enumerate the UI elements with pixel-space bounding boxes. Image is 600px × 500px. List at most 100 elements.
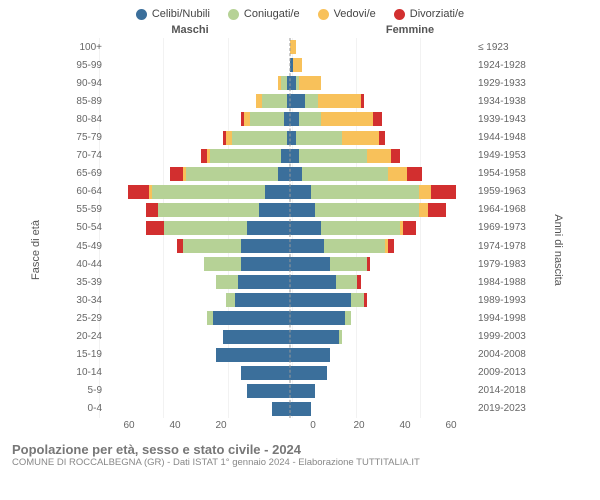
- bar-seg: [290, 167, 302, 181]
- age-row: 20-241999-2003: [64, 328, 536, 346]
- birth-label: ≤ 1923: [474, 42, 536, 53]
- female-bar: [290, 58, 474, 72]
- bar-seg: [290, 221, 321, 235]
- bar-seg: [336, 275, 357, 289]
- bar-pair: [106, 348, 474, 362]
- bar-pair: [106, 384, 474, 398]
- male-bar: [106, 275, 290, 289]
- chart-subtitle: COMUNE DI ROCCALBEGNA (GR) - Dati ISTAT …: [12, 457, 588, 468]
- male-bar: [106, 311, 290, 325]
- female-bar: [290, 348, 474, 362]
- bar-seg: [290, 384, 315, 398]
- bar-seg: [265, 185, 290, 199]
- age-row: 60-641959-1963: [64, 183, 536, 201]
- bar-seg: [290, 348, 330, 362]
- birth-label: 1944-1948: [474, 132, 536, 143]
- female-bar: [290, 330, 474, 344]
- bar-seg: [290, 185, 311, 199]
- bar-seg: [419, 203, 428, 217]
- bar-seg: [299, 149, 366, 163]
- male-bar: [106, 348, 290, 362]
- female-bar: [290, 40, 474, 54]
- bar-seg: [183, 239, 241, 253]
- bar-seg: [170, 167, 182, 181]
- bar-pair: [106, 76, 474, 90]
- age-label: 85-89: [64, 96, 106, 107]
- chart-title: Popolazione per età, sesso e stato civil…: [12, 442, 588, 457]
- bar-seg: [259, 203, 290, 217]
- bar-seg: [305, 94, 317, 108]
- birth-label: 1984-1988: [474, 277, 536, 288]
- bar-seg: [232, 131, 287, 145]
- x-axis: 604020 0204060: [64, 420, 536, 436]
- bar-seg: [247, 384, 290, 398]
- birth-label: 1974-1978: [474, 241, 536, 252]
- legend-label: Celibi/Nubili: [152, 8, 210, 20]
- bar-seg: [290, 239, 324, 253]
- age-row: 40-441979-1983: [64, 255, 536, 273]
- legend-label: Coniugati/e: [244, 8, 300, 20]
- bar-seg: [361, 94, 364, 108]
- female-bar: [290, 149, 474, 163]
- age-label: 90-94: [64, 78, 106, 89]
- age-row: 85-891934-1938: [64, 92, 536, 110]
- male-bar: [106, 293, 290, 307]
- legend-item: Vedovi/e: [318, 8, 376, 20]
- male-bar: [106, 167, 290, 181]
- birth-label: 1969-1973: [474, 222, 536, 233]
- bar-seg: [342, 131, 379, 145]
- age-label: 20-24: [64, 331, 106, 342]
- legend-label: Vedovi/e: [334, 8, 376, 20]
- bar-pair: [106, 131, 474, 145]
- age-label: 35-39: [64, 277, 106, 288]
- birth-label: 1979-1983: [474, 259, 536, 270]
- bar-seg: [345, 311, 351, 325]
- bar-seg: [235, 293, 290, 307]
- legend-label: Divorziati/e: [410, 8, 464, 20]
- x-tick: 20: [336, 420, 382, 436]
- bar-pair: [106, 185, 474, 199]
- bar-seg: [290, 112, 299, 126]
- bar-seg: [250, 112, 284, 126]
- bar-seg: [186, 167, 278, 181]
- bar-seg: [158, 203, 259, 217]
- bar-pair: [106, 40, 474, 54]
- birth-label: 2004-2008: [474, 349, 536, 360]
- female-bar: [290, 275, 474, 289]
- age-label: 50-54: [64, 222, 106, 233]
- bar-seg: [290, 275, 336, 289]
- age-label: 100+: [64, 42, 106, 53]
- male-bar: [106, 203, 290, 217]
- bar-seg: [311, 185, 418, 199]
- legend-swatch: [394, 9, 405, 20]
- bar-seg: [226, 293, 235, 307]
- legend: Celibi/Nubili Coniugati/e Vedovi/e Divorzia…: [0, 0, 600, 24]
- female-bar: [290, 167, 474, 181]
- female-bar: [290, 293, 474, 307]
- bar-seg: [318, 94, 361, 108]
- bar-seg: [241, 366, 290, 380]
- legend-item: Celibi/Nubili: [136, 8, 210, 20]
- age-row: 25-291994-1998: [64, 309, 536, 327]
- x-tick: 60: [428, 420, 474, 436]
- female-bar: [290, 402, 474, 416]
- x-tick: 0: [290, 420, 336, 436]
- bar-seg: [321, 221, 401, 235]
- bar-seg: [296, 131, 342, 145]
- age-row: 50-54 1969-1973: [64, 219, 536, 237]
- age-row: 90-941929-1933: [64, 74, 536, 92]
- female-bar: [290, 221, 474, 235]
- bar-seg: [351, 293, 363, 307]
- female-bar: [290, 384, 474, 398]
- age-row: 70-741949-1953: [64, 147, 536, 165]
- female-bar: [290, 112, 474, 126]
- birth-label: 2014-2018: [474, 385, 536, 396]
- bar-seg: [290, 149, 299, 163]
- legend-item: Divorziati/e: [394, 8, 464, 20]
- legend-swatch: [318, 9, 329, 20]
- age-label: 80-84: [64, 114, 106, 125]
- bar-seg: [290, 366, 327, 380]
- bar-seg: [299, 76, 320, 90]
- age-row: 65-691954-1958: [64, 165, 536, 183]
- bar-seg: [330, 257, 367, 271]
